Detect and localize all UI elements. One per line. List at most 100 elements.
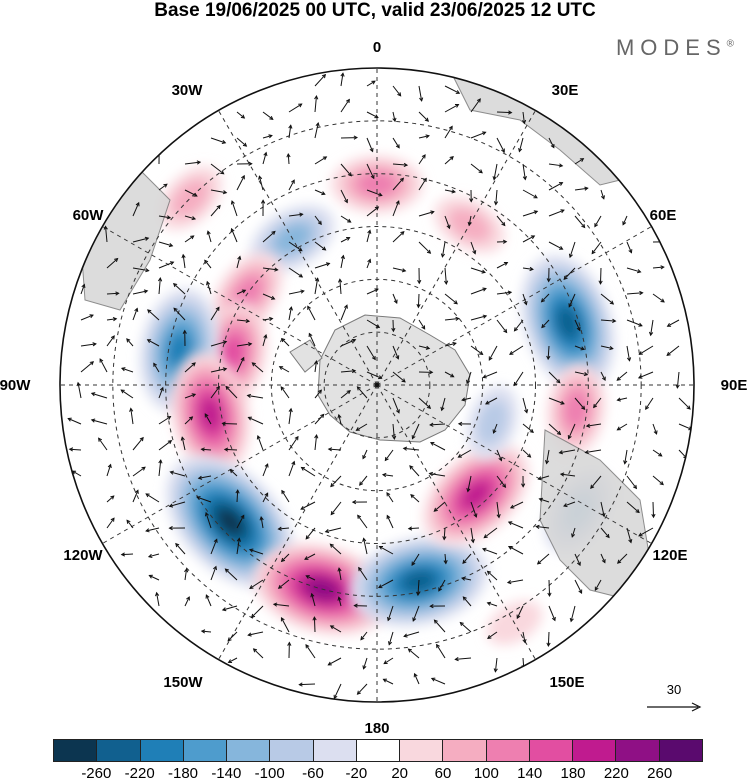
wind-vector [418,370,434,375]
wind-vector [184,362,196,373]
wind-vector [340,135,359,140]
meridian-line [376,384,652,544]
wind-vector [626,267,642,274]
wind-vector [340,368,357,374]
wind-vector [590,475,602,489]
wind-vector [600,553,606,564]
wind-vector [184,160,202,165]
wind-vector [288,267,304,278]
wind-vector [173,307,186,321]
wind-vector [392,371,406,383]
longitude-label: 150E [549,674,584,691]
wind-vector [300,466,316,477]
wind-vector [120,367,134,373]
wind-vector [522,266,534,272]
colorbar-tick-label: -220 [124,765,155,782]
wind-vector [418,319,426,330]
wind-vector [286,153,291,165]
wind-vector [666,319,680,327]
wind-vector [288,103,303,113]
wind-vector [314,189,326,196]
colorbar-tick-label: 60 [434,765,452,782]
wind-vector [392,137,400,149]
wind-vector [444,104,460,113]
wind-vector [147,309,160,321]
wind-vector [392,423,397,441]
wind-vector [496,239,508,244]
colorbar-tick-label: -100 [254,765,285,782]
wind-vector [470,287,487,295]
wind-vector [210,137,227,144]
wind-vector [329,625,342,633]
wind-vector [251,362,264,373]
wind-vector [280,616,290,633]
wind-vector [429,604,446,609]
colorbar-tick-label: -140 [211,765,242,782]
wind-vector [574,319,581,332]
wind-vector [314,413,325,425]
wind-vector [210,306,220,321]
wind-vector [438,579,446,592]
meridian-line [218,110,378,386]
wind-vector [548,423,562,436]
wind-vector [548,163,564,168]
wind-vector [594,579,602,592]
colorbar-tick-label: -60 [302,765,324,782]
wind-vector [132,236,150,243]
wind-vector [158,183,168,191]
wind-vector [126,338,134,347]
wind-vector [223,447,238,452]
colorbar-swatch [96,740,140,761]
wind-vector [413,672,420,685]
wind-vector [521,111,527,125]
wind-vector [626,319,643,327]
wind-vector [469,189,474,203]
wind-vector [626,345,632,362]
wind-vector [145,493,160,503]
wind-vector [236,342,253,347]
wind-vector [522,210,539,217]
longitude-label: 0 [373,39,381,56]
wind-vector [652,293,665,303]
wind-vector [569,605,576,623]
wind-vector [182,329,187,347]
wind-vector [314,95,319,113]
wind-vector [546,345,551,361]
wind-vector [436,643,446,659]
wind-vector [356,683,368,695]
wind-vector [496,501,501,519]
wind-vector [158,416,172,425]
wind-vector [90,392,108,399]
wind-vector [584,449,602,455]
wind-vector [548,241,564,250]
wind-vector [443,267,449,285]
wind-vector [262,111,274,120]
meridian-line [376,226,652,386]
wind-vector [496,319,508,334]
wind-vector [262,316,274,322]
map-boundary [59,67,695,703]
wind-vector [262,151,268,165]
wind-vector [360,631,368,641]
wind-vector [392,231,405,243]
wind-vector [359,475,368,486]
wind-vector [184,567,189,581]
wind-vector [392,85,402,97]
wind-vector [392,397,400,414]
wind-vector [600,345,614,351]
wind-vector [600,293,615,305]
anomaly-contour [477,399,509,446]
wind-vector [535,524,550,529]
wind-vector [80,314,94,321]
wind-vector [470,267,486,274]
colorbar-swatch [139,740,183,761]
wind-vector [80,283,86,295]
wind-vector [337,596,342,607]
wind-vector [147,553,160,558]
wind-vector [411,423,420,440]
wind-vector [210,538,218,555]
wind-vector [340,254,345,269]
wind-vector [470,163,483,174]
wind-vector [418,111,430,122]
